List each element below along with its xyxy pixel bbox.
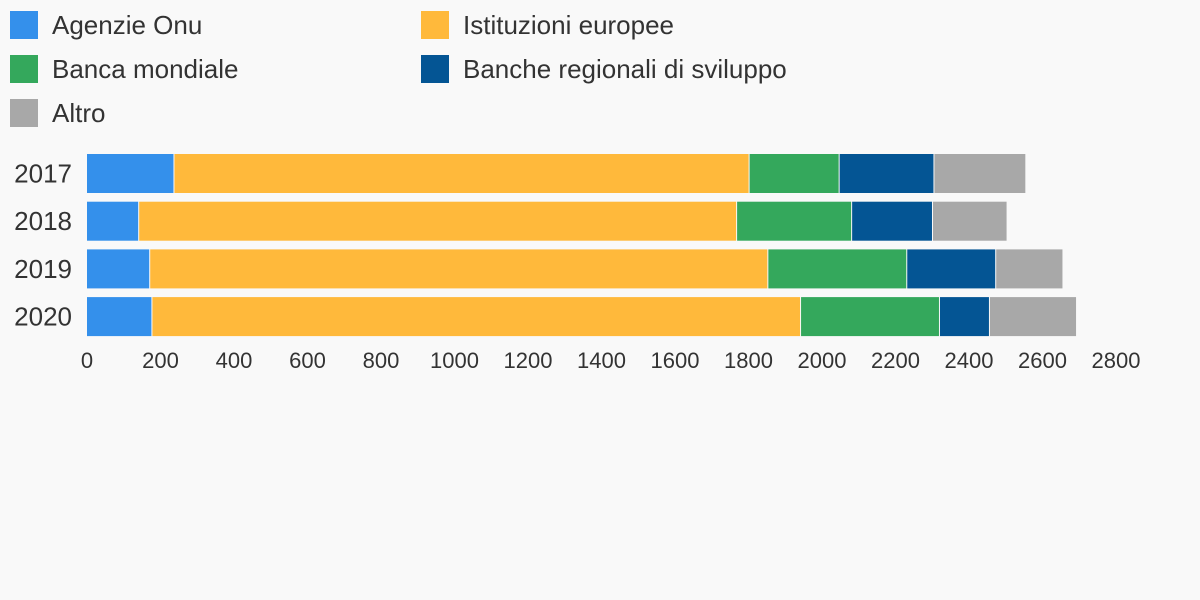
x-tick-label: 1200 — [504, 348, 553, 373]
bar-segment[interactable] — [150, 249, 768, 289]
x-tick-label: 1000 — [430, 348, 479, 373]
bar-segment[interactable] — [852, 201, 932, 241]
legend-swatch — [421, 11, 449, 39]
x-tick-label: 600 — [289, 348, 326, 373]
legend-label: Istituzioni europee — [463, 9, 675, 40]
bar-segment[interactable] — [932, 201, 1007, 241]
y-tick-label: 2017 — [14, 159, 72, 189]
legend-swatch — [10, 11, 38, 39]
bar-segment[interactable] — [801, 297, 939, 337]
bar-segment[interactable] — [87, 201, 139, 241]
legend-label: Banca mondiale — [52, 53, 239, 84]
legend-label: Altro — [52, 97, 106, 128]
x-tick-label: 2800 — [1092, 348, 1141, 373]
bar-segment[interactable] — [139, 201, 737, 241]
bar-segment[interactable] — [996, 249, 1063, 289]
bar-segment[interactable] — [152, 297, 801, 337]
y-tick-label: 2018 — [14, 206, 72, 236]
bar-segment[interactable] — [87, 249, 150, 289]
x-tick-label: 1400 — [577, 348, 626, 373]
legend-item-istituzioni-europee[interactable]: Istituzioni europee — [421, 10, 674, 40]
bar-segment[interactable] — [907, 249, 996, 289]
legend-swatch — [10, 55, 38, 83]
legend-label: Banche regionali di sviluppo — [463, 53, 787, 84]
legend-swatch — [10, 99, 38, 127]
y-tick-label: 2019 — [14, 254, 72, 284]
x-tick-label: 0 — [81, 348, 93, 373]
x-tick-label: 2600 — [1018, 348, 1067, 373]
bar-segment[interactable] — [939, 297, 989, 337]
bar-segment[interactable] — [768, 249, 907, 289]
bar-segment[interactable] — [737, 201, 852, 241]
bar-segment[interactable] — [839, 154, 934, 193]
x-tick-label: 400 — [216, 348, 253, 373]
legend-item-altro[interactable]: Altro — [10, 98, 105, 128]
x-tick-label: 800 — [363, 348, 400, 373]
x-tick-label: 2200 — [871, 348, 920, 373]
bar-segment[interactable] — [989, 297, 1077, 337]
legend-swatch — [421, 55, 449, 83]
legend: Agenzie Onu Istituzioni europee Banca mo… — [10, 10, 910, 140]
x-tick-label: 1600 — [651, 348, 700, 373]
x-tick-label: 2000 — [798, 348, 847, 373]
legend-item-banca-mondiale[interactable]: Banca mondiale — [10, 54, 238, 84]
legend-item-banche-regionali-di-sviluppo[interactable]: Banche regionali di sviluppo — [421, 54, 787, 84]
x-tick-label: 2400 — [945, 348, 994, 373]
bar-segment[interactable] — [174, 154, 749, 193]
x-axis-ticks: 0 200 400 600 800 1000 1200 1400 1600 1800 2000 220… — [81, 348, 1141, 373]
bar-segment[interactable] — [87, 154, 174, 193]
x-tick-label: 200 — [142, 348, 179, 373]
legend-item-agenzie-onu[interactable]: Agenzie Onu — [10, 10, 202, 40]
bar-segment[interactable] — [87, 297, 152, 337]
y-tick-label: 2020 — [14, 302, 72, 332]
legend-label: Agenzie Onu — [52, 9, 203, 40]
bar-segment[interactable] — [749, 154, 839, 193]
bar-segment[interactable] — [934, 154, 1026, 193]
x-tick-label: 1800 — [724, 348, 773, 373]
y-axis-labels: 2017 2018 2019 2020 — [14, 159, 72, 332]
bars-group — [87, 154, 1077, 337]
